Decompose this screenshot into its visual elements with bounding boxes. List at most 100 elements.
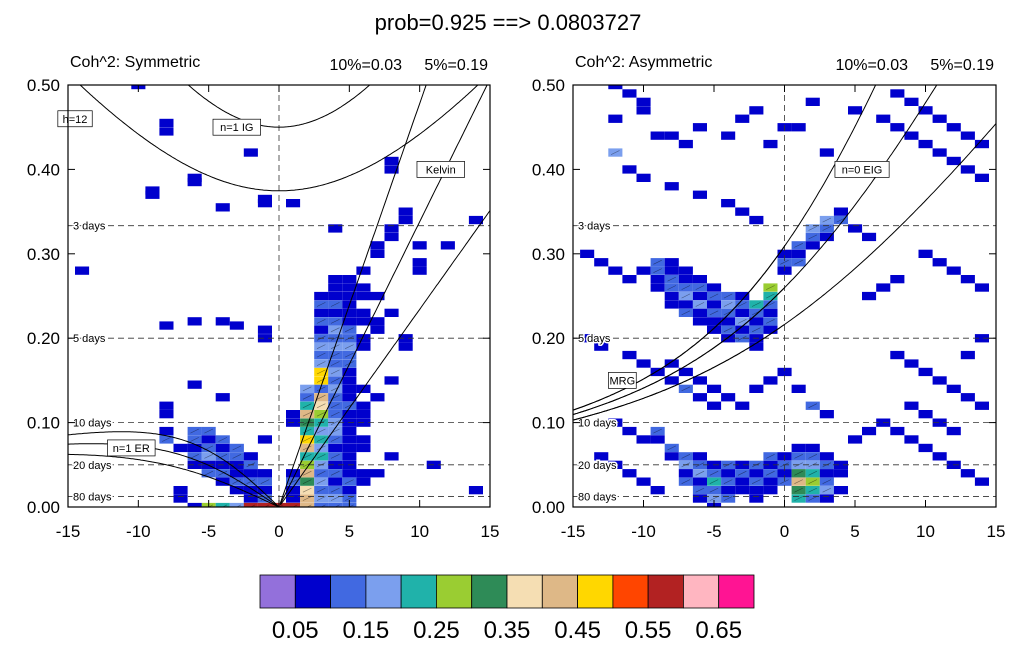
- heat-cell: [749, 325, 764, 334]
- heat-cell: [328, 460, 343, 469]
- heat-cell: [650, 131, 665, 140]
- heat-cell: [692, 317, 707, 326]
- heat-cell: [187, 380, 202, 389]
- coherence-vector: [330, 319, 340, 324]
- y-tick-label: 0.20: [27, 329, 60, 348]
- coherence-vector: [330, 378, 340, 383]
- heat-cell: [145, 190, 160, 199]
- heat-cell: [721, 325, 736, 334]
- coherence-vector: [344, 344, 354, 349]
- coherence-vector: [330, 420, 340, 425]
- coherence-vector: [302, 437, 312, 442]
- heat-cell: [974, 401, 989, 410]
- coherence-vector: [330, 352, 340, 358]
- heat-cell: [356, 266, 371, 275]
- coherence-vector: [695, 462, 705, 468]
- heat-cell: [692, 283, 707, 292]
- heat-cell: [918, 249, 933, 258]
- coherence-vector: [330, 369, 340, 375]
- heat-cell: [692, 123, 707, 132]
- heat-cell: [735, 469, 750, 478]
- heat-cell: [819, 477, 834, 486]
- heat-cell: [664, 131, 679, 140]
- heat-cell: [664, 443, 679, 453]
- heat-cell: [300, 486, 315, 495]
- heat-cell: [243, 494, 258, 503]
- heat-cell: [650, 486, 665, 495]
- coherence-vector: [822, 217, 832, 223]
- heat-cell: [664, 283, 679, 292]
- kelvin-curve: [279, 85, 427, 504]
- heat-cell: [328, 494, 343, 503]
- heat-cell: [314, 342, 329, 351]
- heat-cell: [356, 435, 371, 444]
- kelvin-curve: [279, 210, 490, 506]
- heat-cell: [664, 300, 679, 309]
- coherence-vector: [653, 428, 662, 434]
- y-tick-label: 0.30: [27, 245, 60, 264]
- heat-cell: [257, 469, 272, 478]
- heat-cell: [678, 283, 693, 292]
- heat-cell: [229, 502, 244, 507]
- heat-cell: [159, 401, 174, 410]
- coherence-vector: [667, 276, 677, 282]
- heat-cell: [342, 350, 357, 360]
- heat-cell: [356, 477, 371, 486]
- heat-cell: [763, 308, 778, 317]
- heat-cell: [243, 452, 258, 461]
- heat-cell: [749, 384, 764, 393]
- colorbar-swatch: [506, 574, 543, 609]
- heat-cell: [918, 410, 933, 419]
- heat-cell: [749, 469, 764, 478]
- coherence-vector: [190, 454, 199, 459]
- coherence-vector: [316, 361, 326, 366]
- coherence-vector: [278, 504, 284, 507]
- coherence-vector: [766, 319, 775, 324]
- coherence-vector: [316, 487, 326, 493]
- heat-cell: [215, 477, 230, 486]
- coherence-vector: [330, 302, 340, 307]
- heat-cell: [735, 317, 750, 326]
- x-tick-label: -15: [56, 522, 81, 541]
- heat-cell: [201, 469, 216, 478]
- colorbar-swatch: [365, 574, 402, 609]
- x-tick-label: 15: [481, 522, 500, 541]
- heat-cell: [678, 469, 693, 478]
- curve-label: n=1 ER: [113, 443, 150, 455]
- heat-cell: [721, 477, 736, 486]
- heat-cell: [664, 376, 679, 385]
- curve-label-box: [416, 161, 465, 178]
- x-tick-label: 10: [410, 522, 429, 541]
- colorbar: 0.05 0.15 0.25 0.35 0.45 0.55 0.65: [259, 574, 755, 644]
- heat-cell: [692, 300, 707, 309]
- coherence-vector: [808, 496, 818, 501]
- heat-cell: [229, 460, 244, 469]
- heat-cell: [678, 384, 693, 393]
- heat-cell: [904, 435, 919, 444]
- heat-cell: [342, 477, 357, 486]
- heat-cell: [608, 148, 623, 157]
- heat-cell: [314, 435, 329, 444]
- mrg-curve: [573, 287, 785, 416]
- heat-cell: [819, 410, 834, 419]
- heat-cell: [215, 393, 230, 402]
- coherence-vector: [190, 428, 199, 434]
- coherence-vector: [348, 504, 354, 507]
- heat-cell: [342, 486, 357, 495]
- heat-cell: [692, 486, 707, 495]
- heat-cell: [594, 342, 609, 351]
- heat-cell: [805, 477, 820, 486]
- heat-cell: [678, 308, 693, 317]
- coherence-vector: [316, 386, 326, 392]
- heat-cell: [229, 452, 244, 461]
- heat-cell: [735, 334, 750, 343]
- heat-cell: [692, 452, 707, 461]
- heat-cell: [314, 350, 329, 360]
- coherence-vector: [302, 403, 312, 409]
- heat-cell: [314, 393, 329, 402]
- heat-cell: [384, 308, 399, 317]
- heat-cell: [580, 249, 595, 258]
- heat-cell: [777, 249, 792, 258]
- coherence-vector: [264, 504, 270, 507]
- heat-cell: [819, 494, 834, 503]
